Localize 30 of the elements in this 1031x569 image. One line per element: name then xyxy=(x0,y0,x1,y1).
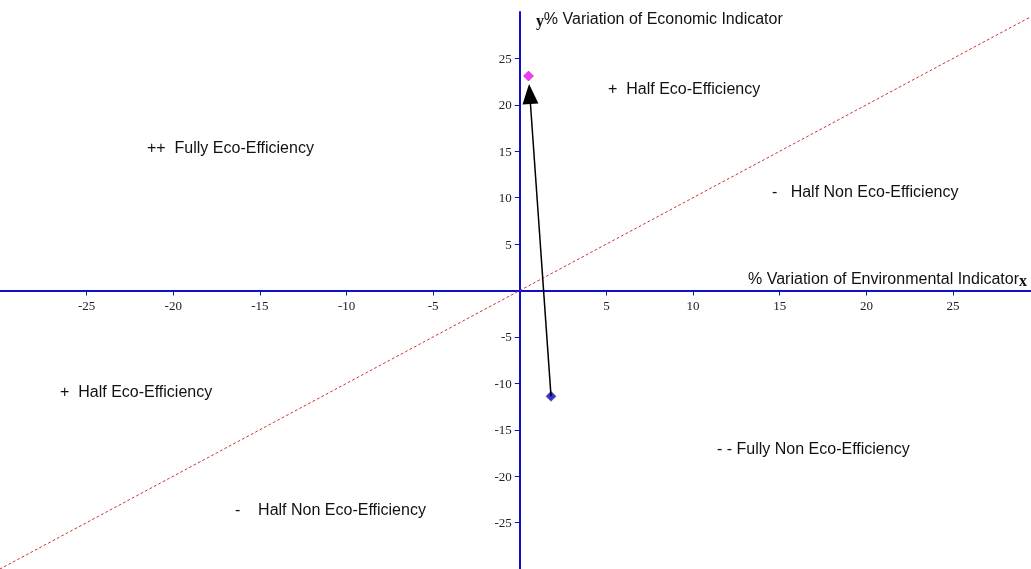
annotation: - - Fully Non Eco-Efficiency xyxy=(717,439,910,457)
annotation: + Half Eco-Efficiency xyxy=(60,382,213,400)
x-tick-label: -10 xyxy=(337,297,356,313)
x-axis-title: % Variation of Environmental Indicator xyxy=(748,270,1020,287)
y-tick-label: -5 xyxy=(500,329,512,345)
y-axis-title: % Variation of Economic Indicator xyxy=(543,9,784,27)
y-tick-label: -25 xyxy=(494,515,512,531)
y-tick-label: -20 xyxy=(494,468,512,484)
x-tick-label: 5 xyxy=(603,297,610,313)
y-tick-label: 5 xyxy=(505,236,512,252)
y-tick-label: -15 xyxy=(494,422,512,438)
x-tick-label: 20 xyxy=(859,297,873,313)
y-tick-label: -10 xyxy=(494,375,512,391)
annotation: x xyxy=(1019,271,1027,289)
x-tick-label: -15 xyxy=(251,297,269,313)
annotation: ++ Fully Eco-Efficiency xyxy=(147,138,314,156)
x-tick-label: -5 xyxy=(427,297,439,313)
x-tick-label: 25 xyxy=(946,297,960,313)
y-tick-label: 15 xyxy=(498,143,512,159)
x-tick-label: -20 xyxy=(164,297,182,313)
annotation: + Half Eco-Efficiency xyxy=(608,79,761,97)
annotation: - Half Non Eco-Efficiency xyxy=(772,182,959,200)
x-tick-label: 15 xyxy=(773,297,787,313)
y-tick-label: 20 xyxy=(498,97,512,113)
x-tick-label: -25 xyxy=(77,297,96,313)
y-tick-label: 25 xyxy=(498,50,512,66)
annotation: y xyxy=(536,11,544,30)
y-tick-label: 10 xyxy=(498,190,512,206)
annotation: - Half Non Eco-Efficiency xyxy=(235,500,426,518)
x-tick-label: 10 xyxy=(686,297,700,313)
